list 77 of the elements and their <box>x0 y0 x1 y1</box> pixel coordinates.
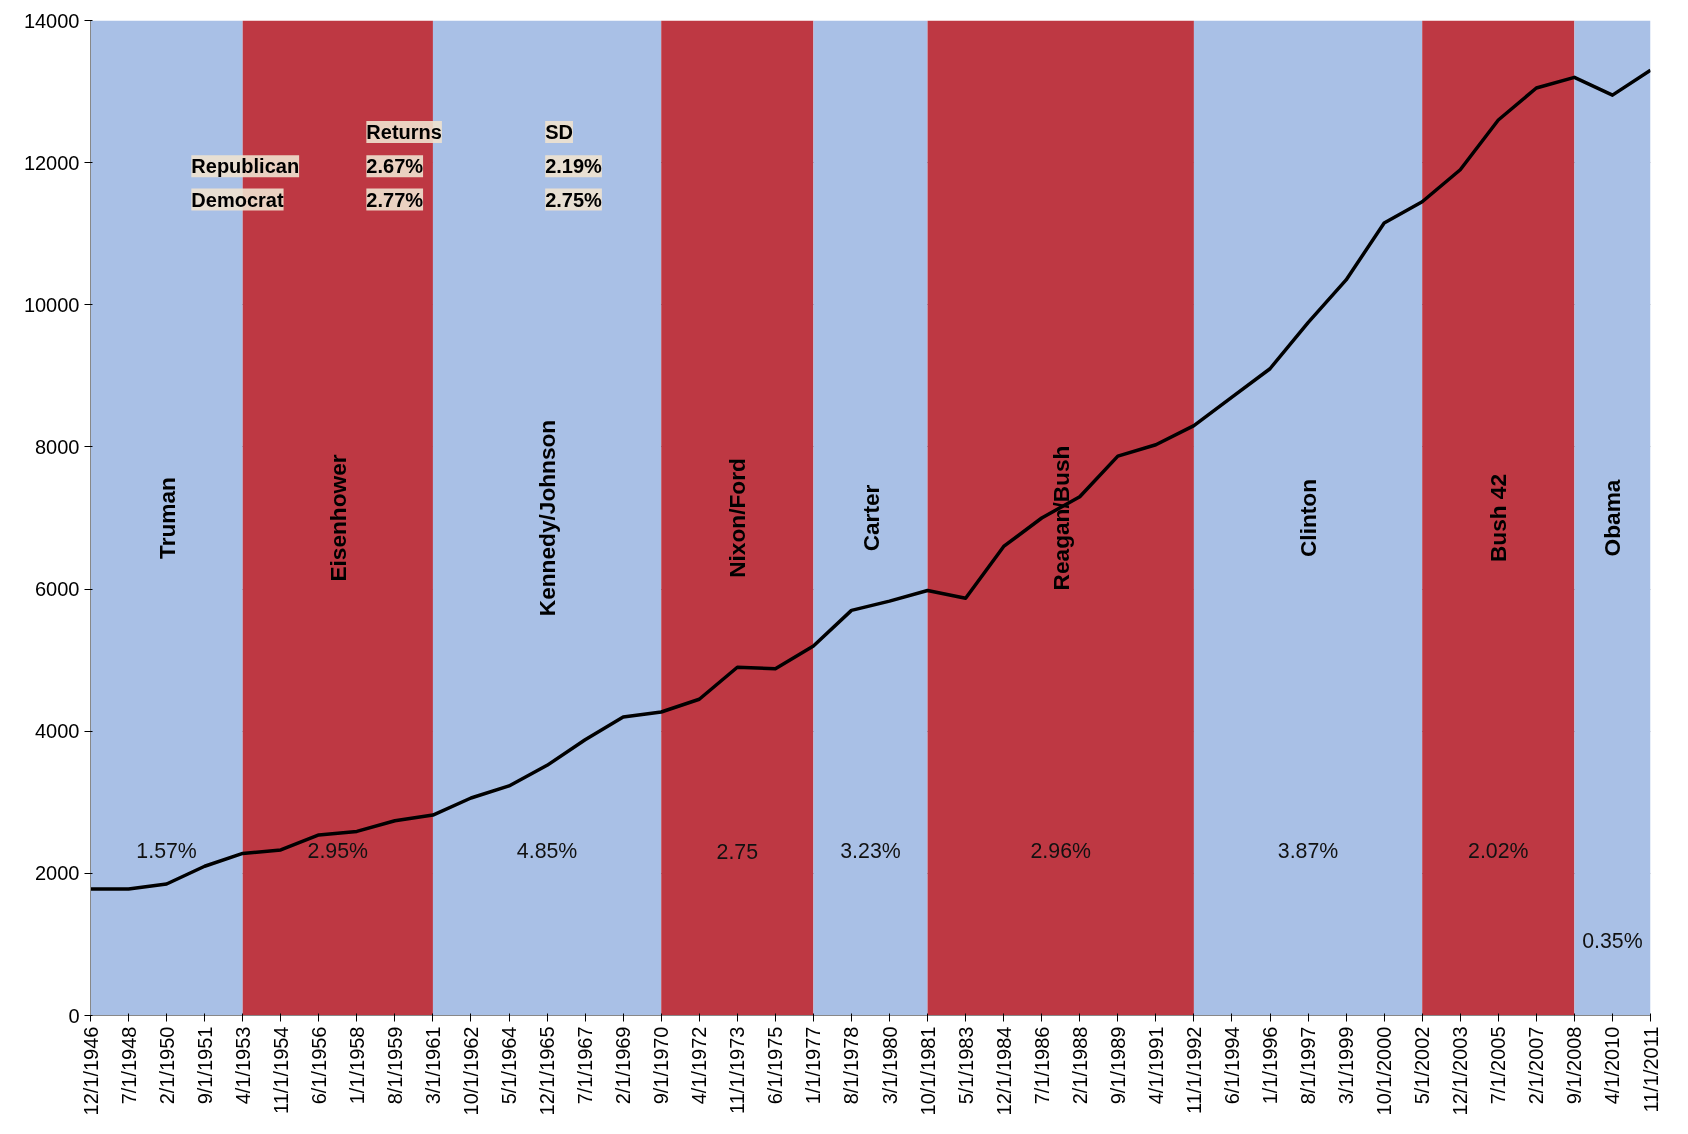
x-tick-label: 4/1/2010 <box>1601 1026 1624 1105</box>
x-tick-label: 8/1/1959 <box>383 1026 406 1105</box>
annotation: 2.67% <box>366 155 424 178</box>
y-tick-label: 12000 <box>23 151 80 174</box>
y-tick-label: 2000 <box>35 862 80 885</box>
x-tick-label: 4/1/1953 <box>231 1026 254 1105</box>
annotation: Republican <box>191 155 300 178</box>
x-tick-label: 12/1/1946 <box>79 1026 102 1116</box>
line-series <box>90 68 1651 891</box>
x-tick-label: 11/1/1954 <box>269 1026 292 1114</box>
annotation: 2.75 <box>716 839 759 864</box>
band-label: Truman <box>153 477 180 559</box>
annotation: 3.87% <box>1277 839 1339 864</box>
x-tick-label: 2/1/1969 <box>612 1026 635 1105</box>
x-tick-label: 11/1/1992 <box>1182 1026 1205 1114</box>
x-tick-label: 9/1/2008 <box>1563 1026 1586 1105</box>
x-tick-label: 2/1/1950 <box>155 1026 178 1105</box>
x-tick-label: 10/1/1981 <box>916 1026 939 1116</box>
x-tick-label: 2/1/1988 <box>1068 1026 1091 1105</box>
annotation: 2.75% <box>545 188 603 211</box>
x-tick-label: 9/1/1951 <box>193 1026 216 1105</box>
x-tick-label: 8/1/1997 <box>1297 1026 1320 1105</box>
x-tick-label: 1/1/1958 <box>345 1026 368 1105</box>
x-tick-label: 2/1/2007 <box>1525 1026 1548 1105</box>
y-tick-label: 6000 <box>35 578 80 601</box>
y-tick-label: 10000 <box>23 293 80 316</box>
annotation: 2.96% <box>1030 839 1092 864</box>
annotation: 4.85% <box>516 839 578 864</box>
x-tick-label: 4/1/1972 <box>688 1026 711 1105</box>
annotation: 1.57% <box>136 839 197 864</box>
x-tick-label: 3/1/1961 <box>421 1026 444 1105</box>
x-tick-label: 5/1/1964 <box>498 1026 521 1105</box>
x-tick-label: 7/1/1967 <box>574 1026 597 1105</box>
band-label: Nixon/Ford <box>724 458 751 578</box>
x-tick-label: 4/1/1991 <box>1144 1026 1167 1105</box>
x-tick-label: 7/1/2005 <box>1487 1026 1510 1105</box>
x-tick-label: 1/1/1996 <box>1259 1026 1282 1105</box>
annotation: Democrat <box>191 188 284 211</box>
band-label: Reagan/Bush <box>1047 445 1074 591</box>
band-label: Eisenhower <box>324 454 351 582</box>
x-tick-label: 3/1/1980 <box>878 1026 901 1105</box>
y-tick-label: 4000 <box>35 720 80 743</box>
band-label: Bush 42 <box>1485 473 1512 563</box>
annotation: SD <box>545 121 573 144</box>
x-tick-label: 6/1/1975 <box>764 1026 787 1105</box>
x-tick-label: 5/1/1983 <box>954 1026 977 1105</box>
band-label: Obama <box>1599 479 1626 557</box>
annotation: 2.95% <box>307 839 369 864</box>
x-tick-label: 8/1/1978 <box>840 1026 863 1105</box>
x-tick-label: 12/1/1965 <box>536 1026 559 1116</box>
annotation: 2.19% <box>545 155 603 178</box>
x-tick-label: 6/1/1994 <box>1220 1026 1243 1105</box>
x-tick-label: 3/1/1999 <box>1335 1026 1358 1105</box>
x-tick-label: 11/1/2011 <box>1639 1026 1662 1113</box>
x-tick-label: 12/1/2003 <box>1449 1026 1472 1116</box>
y-tick-label: 0 <box>68 1004 80 1027</box>
x-tick-label: 10/1/1962 <box>459 1026 482 1116</box>
y-tick-label: 14000 <box>23 9 80 32</box>
x-tick-label: 9/1/1970 <box>650 1026 673 1105</box>
annotation: 0.35% <box>1582 928 1643 953</box>
annotation: 2.02% <box>1468 839 1529 864</box>
x-tick-label: 6/1/1956 <box>307 1026 330 1105</box>
x-tick-label: 5/1/2002 <box>1411 1026 1434 1105</box>
band-label: Kennedy/Johnson <box>534 419 561 617</box>
annotation: 2.77% <box>366 188 424 211</box>
x-tick-label: 11/1/1973 <box>726 1026 749 1114</box>
band-label: Clinton <box>1295 478 1322 558</box>
annotation: Returns <box>366 121 442 144</box>
x-tick-label: 10/1/2000 <box>1373 1026 1396 1116</box>
band-label: Carter <box>857 484 884 552</box>
annotation: 3.23% <box>840 839 901 864</box>
x-tick-label: 1/1/1977 <box>802 1026 825 1105</box>
x-tick-label: 7/1/1986 <box>1030 1026 1053 1105</box>
x-tick-label: 9/1/1989 <box>1106 1026 1129 1105</box>
x-tick-label: 12/1/1984 <box>992 1026 1015 1116</box>
x-tick-label: 7/1/1948 <box>117 1026 140 1105</box>
y-tick-label: 8000 <box>35 435 80 458</box>
